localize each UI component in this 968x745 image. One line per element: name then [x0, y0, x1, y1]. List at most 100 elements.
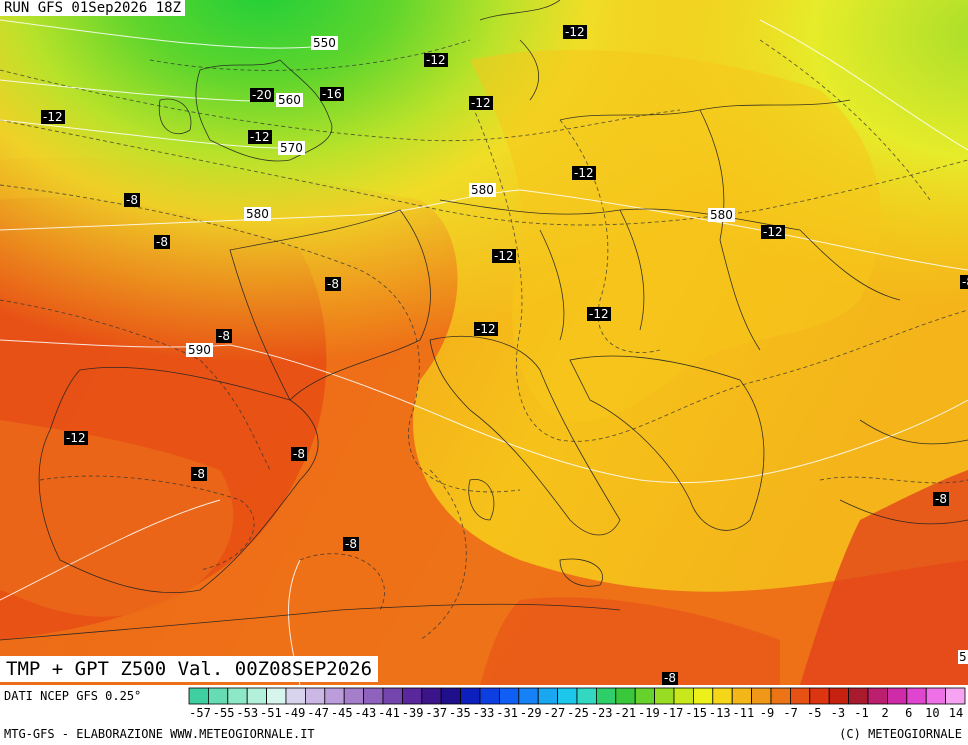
copyright: (C) METEOGIORNALE	[839, 727, 962, 741]
tmp-label: -12	[469, 96, 493, 110]
scale-swatch	[867, 687, 888, 705]
scale-swatch	[654, 687, 675, 705]
scale-swatch	[887, 687, 908, 705]
scale-swatch	[343, 687, 364, 705]
scale-swatch	[809, 687, 830, 705]
data-source: DATI NCEP GFS 0.25°	[4, 689, 142, 703]
tmp-label: -12	[64, 431, 88, 445]
scale-swatch	[712, 687, 733, 705]
tmp-label: -8	[124, 193, 140, 207]
tmp-label: -16	[320, 87, 344, 101]
scale-swatch	[692, 687, 714, 705]
scale-tick-label: -27	[543, 706, 566, 720]
scale-swatch	[401, 687, 423, 705]
scale-swatch	[828, 687, 850, 705]
scale-tick-label: -51	[260, 706, 282, 720]
gpt-label: 550	[311, 36, 338, 50]
scale-tick-label: -25	[567, 706, 589, 720]
scale-swatch	[246, 687, 268, 705]
tmp-label: -8	[960, 275, 968, 289]
scale-swatch	[537, 687, 559, 705]
scale-swatch	[615, 687, 636, 705]
scale-swatch	[634, 687, 656, 705]
scale-tick-label: -37	[425, 706, 448, 720]
credit: MTG-GFS - ELABORAZIONE WWW.METEOGIORNALE…	[4, 727, 315, 741]
scale-tick-label: -5	[807, 706, 822, 720]
scale-tick-label: -15	[685, 706, 707, 720]
gpt-label: 580	[244, 207, 271, 221]
tmp-label: -12	[248, 130, 272, 144]
scale-swatch	[731, 687, 753, 705]
scale-swatch	[906, 687, 927, 705]
scale-swatch	[576, 687, 597, 705]
gpt-label: 560	[276, 93, 303, 107]
scale-tick-label: -35	[449, 706, 471, 720]
scale-tick-label: 2	[881, 706, 889, 720]
scale-tick-label: -45	[330, 706, 353, 720]
scale-tick-label: -49	[283, 706, 306, 720]
scale-tick-label: -55	[212, 706, 235, 720]
scale-swatch	[324, 687, 345, 705]
scale-swatch	[440, 687, 461, 705]
scale-swatch	[266, 687, 287, 705]
weather-map	[0, 0, 968, 685]
scale-tick-label: -31	[496, 706, 518, 720]
scale-swatch	[557, 687, 578, 705]
valid-title: TMP + GPT Z500 Val. 00Z08SEP2026	[0, 656, 379, 682]
scale-tick-label: -53	[236, 706, 259, 720]
scale-swatch	[770, 687, 791, 705]
tmp-label: -12	[587, 307, 611, 321]
tmp-label: -20	[250, 88, 274, 102]
edge-label: 5	[958, 650, 968, 664]
scale-tick-label: -41	[378, 706, 400, 720]
scale-swatch	[285, 687, 306, 705]
scale-swatch	[790, 687, 811, 705]
scale-tick-label: -7	[783, 706, 798, 720]
scale-tick-label: -47	[307, 706, 329, 720]
scale-swatch	[421, 687, 442, 705]
scale-tick-label: 10	[925, 706, 940, 720]
scale-swatch	[382, 687, 403, 705]
tmp-label: -12	[563, 25, 587, 39]
scale-tick-label: -43	[354, 706, 377, 720]
scale-tick-label: 14	[948, 706, 964, 720]
scale-swatch	[945, 687, 966, 705]
tmp-label: -12	[41, 110, 65, 124]
scale-tick-label: -33	[472, 706, 495, 720]
tmp-label: -8	[662, 672, 678, 685]
tmp-label: -8	[154, 235, 170, 249]
gpt-label: 570	[278, 141, 305, 155]
scale-swatch	[673, 687, 694, 705]
scale-ticks: -57 -55 -53 -51 -49 -47 -45 -43 -41 -39 -37 -35 -33-…	[189, 706, 968, 720]
scale-swatch	[227, 687, 248, 705]
footer: DATI NCEP GFS 0.25° -57 -55 -53 -51 -49 -47 -4…	[0, 685, 968, 745]
tmp-label: -8	[291, 447, 307, 461]
tmp-label: -8	[343, 537, 359, 551]
tmp-label: -12	[761, 225, 785, 239]
scale-tick-label: -39	[401, 706, 424, 720]
scale-swatch	[363, 687, 384, 705]
scale-swatch	[305, 687, 326, 705]
tmp-label: -8	[933, 492, 949, 506]
tmp-label: -12	[424, 53, 448, 67]
scale-swatch	[518, 687, 539, 705]
gpt-label: 580	[469, 183, 496, 197]
scale-swatch	[498, 687, 520, 705]
gpt-label: 580	[708, 208, 735, 222]
scale-tick-label: 6	[905, 706, 913, 720]
scale-swatch	[479, 687, 500, 705]
gpt-label: 590	[186, 343, 213, 357]
scale-swatch	[925, 687, 947, 705]
scale-tick-label: -21	[614, 706, 637, 720]
scale-swatch	[595, 687, 617, 705]
color-scale	[188, 687, 966, 705]
scale-swatch	[188, 687, 209, 705]
scale-tick-label: -1	[854, 706, 869, 720]
scale-swatch	[207, 687, 229, 705]
run-title: RUN GFS 01Sep2026 18Z	[0, 0, 186, 16]
scale-tick-label: -19	[638, 706, 660, 720]
scale-swatch	[848, 687, 869, 705]
scale-tick-label: -23	[590, 706, 613, 720]
scale-tick-label: -13	[708, 706, 731, 720]
